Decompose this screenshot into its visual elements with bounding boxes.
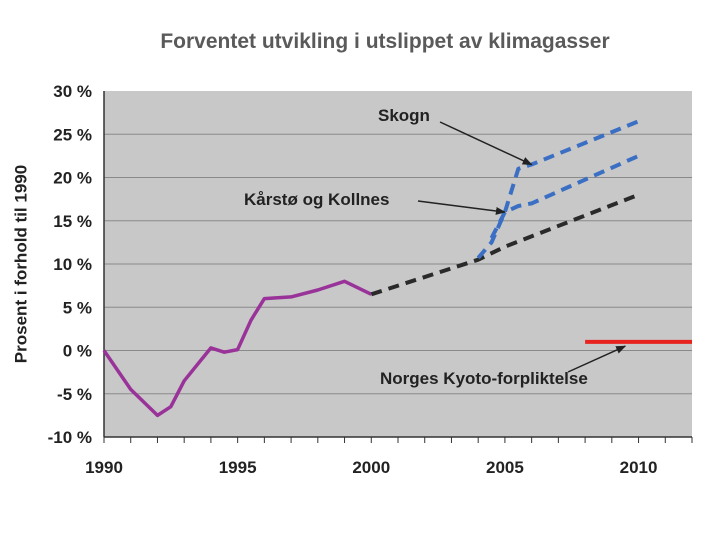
annotation-arrow — [417, 200, 506, 215]
annotation-arrow — [439, 121, 533, 166]
y-tick-label: 5 % — [63, 298, 92, 317]
y-tick-label: 10 % — [53, 255, 92, 274]
annotation-label: Skogn — [378, 106, 430, 125]
x-tick-labels: 1990 1995 2000 2005 2010 — [85, 458, 657, 477]
y-tick-label: -10 % — [48, 428, 92, 447]
annotations: Skogn Kårstø og Kollnes Norges Kyoto-forpl… — [244, 106, 627, 388]
annotation-label: Norges Kyoto-forpliktelse — [380, 369, 588, 388]
series-lines — [102, 119, 692, 418]
x-tick-label: 1990 — [85, 458, 123, 477]
y-tick-label: 20 % — [53, 169, 92, 188]
y-tick-label: 15 % — [53, 212, 92, 231]
axes — [103, 91, 693, 443]
x-tick-label: 2000 — [352, 458, 390, 477]
y-tick-label: 0 % — [63, 342, 92, 361]
annotation-arrow — [567, 345, 627, 373]
x-tick-label: 1995 — [219, 458, 257, 477]
y-tick-labels: 30 % 25 % 20 % 15 % 10 % 5 % 0 % -5 % -10 % — [48, 82, 92, 447]
y-axis-label: Prosent i forhold til 1990 — [11, 165, 30, 363]
gridlines — [104, 133, 692, 395]
historical-series-line — [102, 279, 373, 418]
x-tick-label: 2005 — [486, 458, 524, 477]
annotation-label: Kårstø og Kollnes — [244, 190, 389, 209]
y-tick-label: 30 % — [53, 82, 92, 101]
y-tick-label: 25 % — [53, 125, 92, 144]
karsto-kollnes-scenario-line — [489, 154, 640, 240]
x-tick-label: 2010 — [620, 458, 658, 477]
chart-title: Forventet utvikling i utslippet av klima… — [160, 30, 609, 53]
baseline-projection-line — [370, 192, 640, 297]
skogn-scenario-line — [476, 119, 640, 260]
y-tick-label: -5 % — [57, 385, 92, 404]
